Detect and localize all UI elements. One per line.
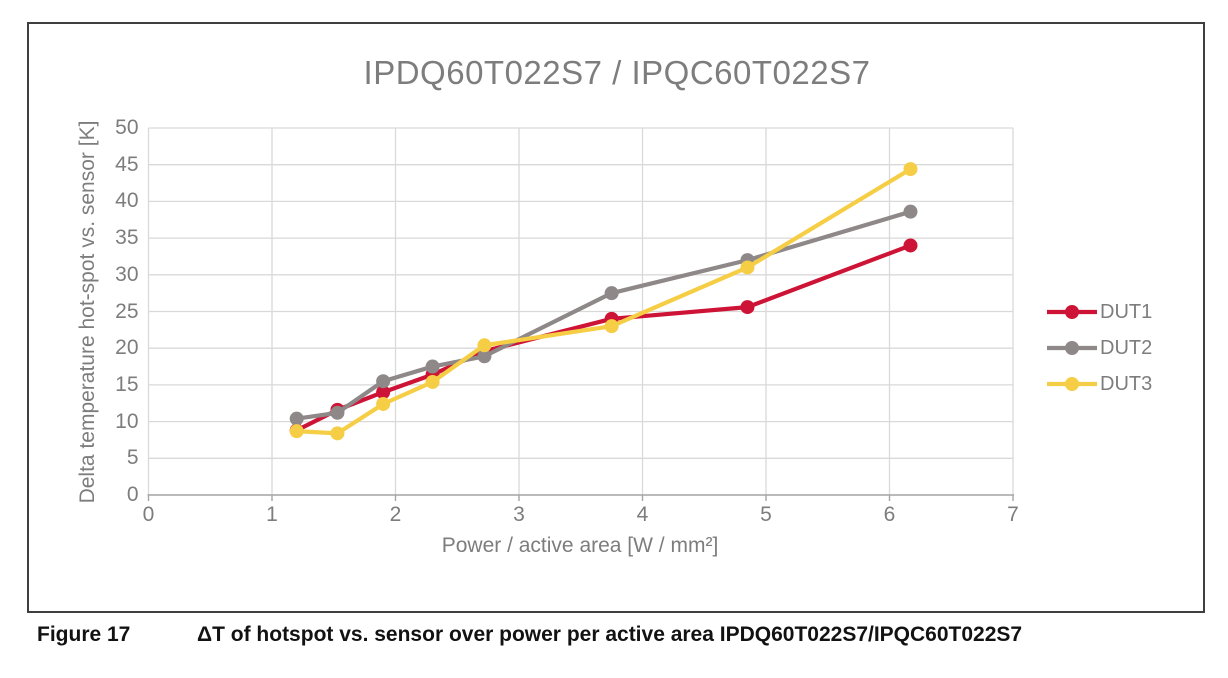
legend-marker-icon bbox=[1047, 341, 1097, 355]
y-tick-label: 5 bbox=[126, 446, 139, 470]
legend-label: DUT2 bbox=[1100, 336, 1153, 359]
legend-label: DUT1 bbox=[1100, 300, 1153, 323]
y-tick-label: 25 bbox=[115, 299, 139, 323]
x-tick-label: 5 bbox=[760, 503, 772, 526]
legend-item-dut3: DUT3 bbox=[1046, 373, 1152, 395]
y-tick-label: 40 bbox=[115, 189, 139, 213]
x-tick-label: 0 bbox=[142, 503, 155, 526]
y-tick-label: 35 bbox=[115, 226, 139, 250]
x-tick-label: 3 bbox=[513, 503, 525, 526]
x-tick-label: 1 bbox=[266, 503, 278, 526]
x-tick-label: 6 bbox=[883, 503, 896, 526]
y-tick-label: 50 bbox=[115, 116, 139, 139]
y-tick-label: 15 bbox=[115, 372, 139, 396]
y-tick-label: 0 bbox=[126, 483, 139, 506]
figure-number-label: Figure 17 bbox=[37, 623, 131, 646]
x-axis-title: Power / active area [W / mm²] bbox=[441, 534, 719, 557]
legend-marker-icon bbox=[1047, 377, 1097, 391]
y-axis-title: Delta temperature hot-spot vs. sensor [K… bbox=[76, 120, 99, 504]
y-tick-label: 30 bbox=[115, 262, 139, 286]
y-tick-label: 10 bbox=[115, 409, 139, 433]
chart-title: IPDQ60T022S7 / IPQC60T022S7 bbox=[363, 54, 871, 91]
legend-label: DUT3 bbox=[1100, 372, 1153, 395]
y-tick-label: 20 bbox=[115, 336, 139, 360]
figure-caption-text: ΔT of hotspot vs. sensor over power per … bbox=[197, 623, 1023, 646]
legend-marker-icon bbox=[1047, 305, 1097, 319]
x-tick-label: 4 bbox=[636, 503, 649, 526]
x-tick-label: 7 bbox=[1007, 503, 1019, 526]
figure-caption: Figure 17 ΔT of hotspot vs. sensor over … bbox=[0, 623, 1228, 651]
legend-item-dut1: DUT1 bbox=[1046, 301, 1152, 323]
x-tick-label: 2 bbox=[389, 503, 402, 526]
y-tick-label: 45 bbox=[115, 152, 139, 176]
legend-item-dut2: DUT2 bbox=[1046, 337, 1152, 359]
